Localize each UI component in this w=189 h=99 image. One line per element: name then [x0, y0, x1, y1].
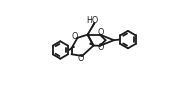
Polygon shape — [88, 23, 95, 35]
Text: O: O — [97, 43, 104, 52]
Text: HO: HO — [86, 16, 98, 25]
Text: O: O — [97, 28, 104, 37]
Text: O: O — [78, 54, 84, 63]
Text: O: O — [71, 32, 78, 41]
